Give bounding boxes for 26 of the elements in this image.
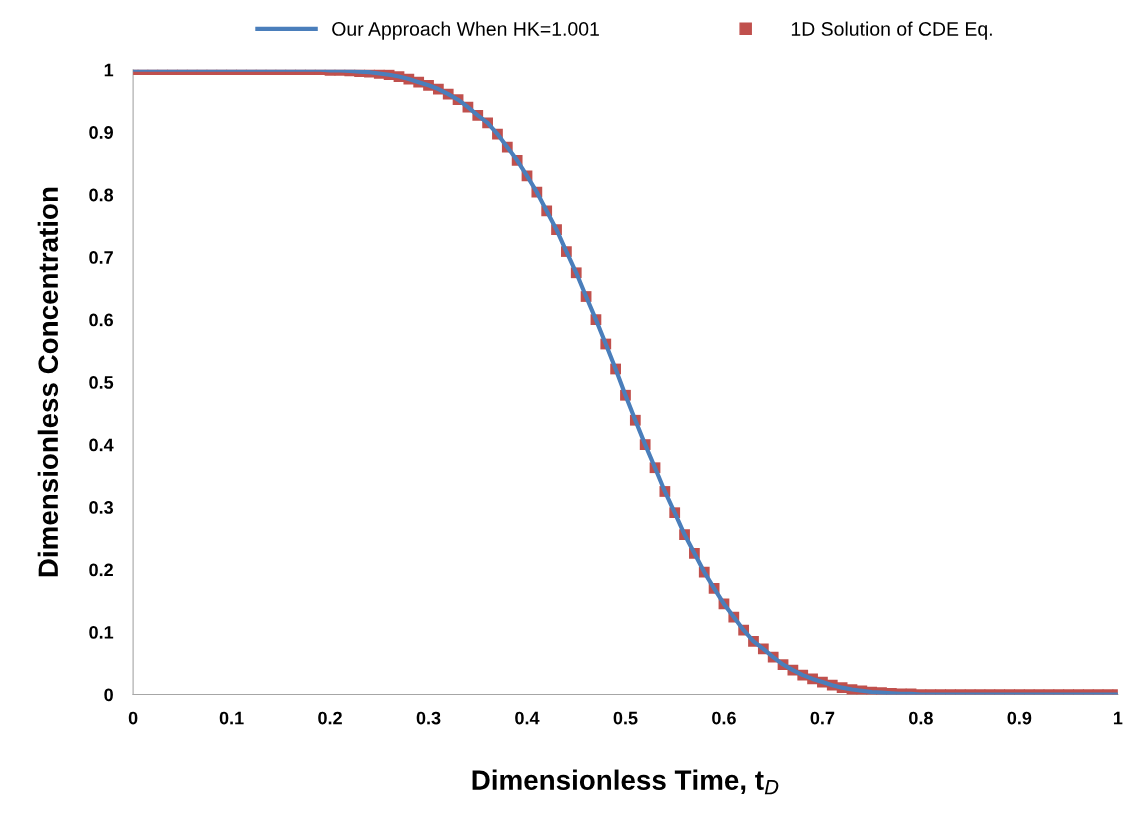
x-tick-label: 0.4	[515, 711, 540, 725]
x-tick-label: 0.8	[909, 711, 933, 725]
x-tick-label: 0.7	[810, 711, 835, 725]
y-tick-label: 0.3	[89, 501, 114, 514]
y-tick-label: 0.4	[89, 438, 114, 452]
y-axis-title: Dimensionless Concentration	[37, 187, 59, 577]
y-tick-label: 0	[104, 688, 113, 702]
legend-label: 1D Solution of CDE Eq.	[791, 21, 992, 40]
x-tick-label: 0.6	[712, 711, 736, 725]
x-tick-label: 1	[1113, 711, 1123, 725]
y-tick-label: 0.5	[89, 376, 114, 389]
y-tick-label: 1	[104, 63, 114, 77]
y-tick-label: 0.9	[89, 126, 113, 139]
legend-label: Our Approach When HK=1.001	[332, 21, 599, 40]
x-tick-label: 0.3	[416, 711, 441, 725]
x-tick-label: 0.5	[613, 711, 638, 725]
y-tick-label: 0.6	[89, 313, 114, 327]
x-tick-label: 0.1	[219, 711, 244, 725]
x-tick-label: 0.2	[318, 711, 342, 725]
y-tick-label: 0.1	[89, 625, 114, 639]
x-tick-label: 0	[128, 711, 138, 725]
y-tick-label: 0.8	[89, 188, 114, 202]
y-tick-label: 0.2	[89, 563, 113, 577]
x-tick-label: 0.9	[1007, 711, 1032, 725]
x-axis-title: Dimensionless Time, t$_{D}$	[472, 769, 779, 795]
y-tick-label: 0.7	[89, 251, 113, 264]
